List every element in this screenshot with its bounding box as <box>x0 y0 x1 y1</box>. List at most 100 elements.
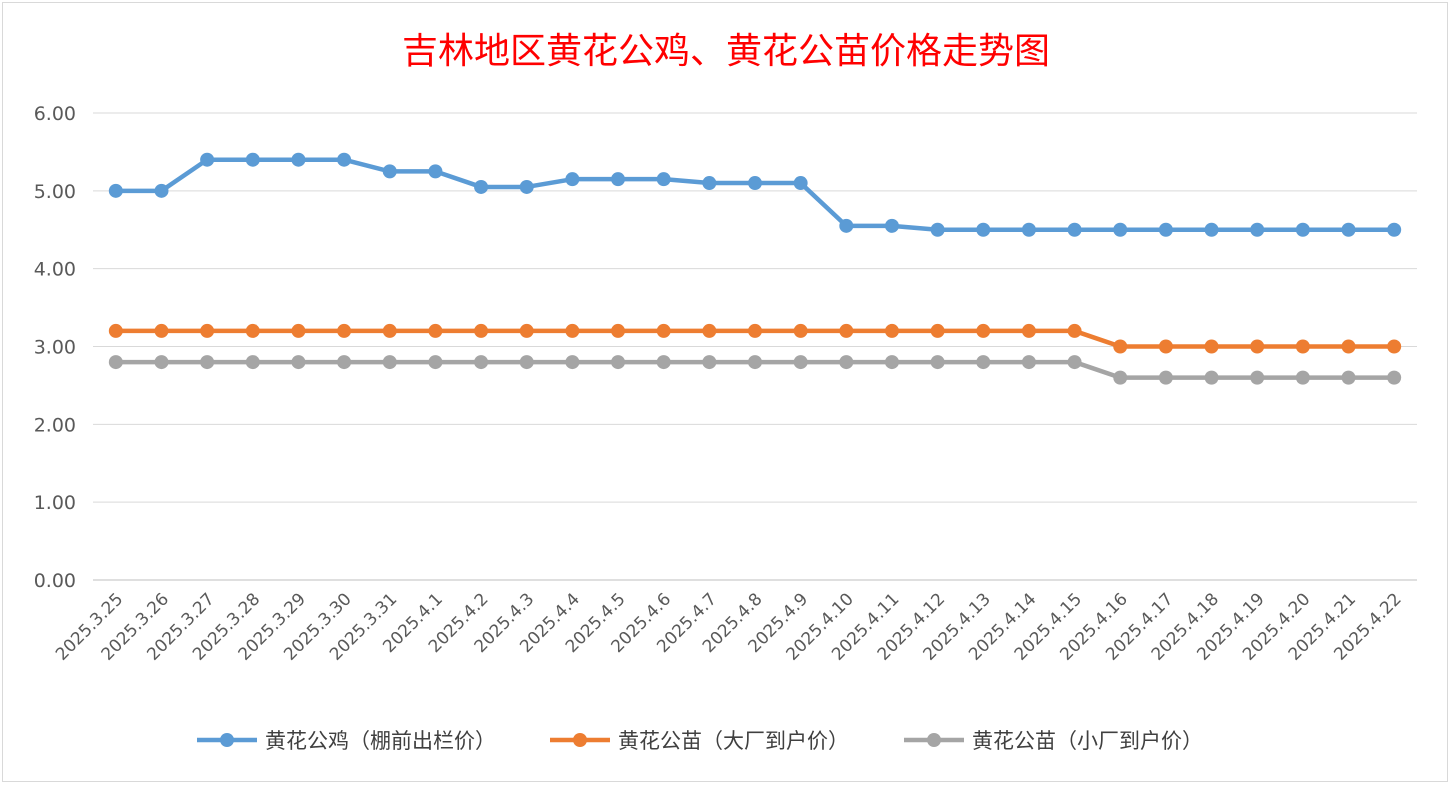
data-point <box>200 323 215 338</box>
data-point <box>1295 222 1310 237</box>
data-point <box>930 355 945 370</box>
data-point <box>428 323 443 338</box>
data-point <box>428 355 443 370</box>
data-point <box>611 355 626 370</box>
data-point <box>1113 370 1128 385</box>
data-point <box>1113 339 1128 354</box>
data-point <box>748 355 762 370</box>
data-point <box>884 218 899 233</box>
y-tick-label: 5.00 <box>34 181 76 203</box>
data-point <box>884 323 899 338</box>
data-point <box>1341 370 1356 385</box>
data-point <box>656 355 671 370</box>
data-point <box>245 152 260 167</box>
data-point <box>656 323 671 338</box>
data-point <box>474 355 489 370</box>
series-1 <box>108 152 1402 237</box>
y-tick-label: 2.00 <box>34 414 76 436</box>
data-point <box>1387 339 1402 354</box>
data-point <box>1021 323 1036 338</box>
data-point <box>976 355 991 370</box>
y-tick-label: 4.00 <box>34 259 76 281</box>
data-point <box>702 176 717 191</box>
data-point <box>839 355 854 370</box>
data-point <box>1158 339 1173 354</box>
data-point <box>839 323 854 338</box>
data-point <box>1295 370 1310 385</box>
series-2 <box>108 323 1402 354</box>
data-point <box>1341 222 1356 237</box>
data-point <box>1387 222 1402 237</box>
legend-label: 黄花公苗（小厂到户价） <box>972 729 1203 753</box>
data-point <box>108 323 123 338</box>
data-point <box>291 355 306 370</box>
data-point <box>474 323 489 338</box>
data-point <box>1295 339 1310 354</box>
legend-item-1: 黄花公鸡（棚前出栏价） <box>197 729 496 753</box>
data-point <box>1341 339 1356 354</box>
data-point <box>1250 370 1265 385</box>
data-point <box>337 355 352 370</box>
data-point <box>1250 339 1265 354</box>
data-point <box>108 355 123 370</box>
data-point <box>884 355 899 370</box>
data-point <box>839 218 854 233</box>
data-point <box>1067 355 1082 370</box>
data-point <box>1021 222 1036 237</box>
data-point <box>793 176 808 191</box>
data-point <box>291 323 306 338</box>
data-point <box>748 323 762 338</box>
data-point <box>656 172 671 187</box>
data-point <box>702 323 717 338</box>
legend-marker <box>927 733 941 747</box>
chart-title: 吉林地区黄花公鸡、黄花公苗价格走势图 <box>401 31 1050 72</box>
data-point <box>1113 222 1128 237</box>
data-point <box>1067 323 1082 338</box>
data-point <box>1158 222 1173 237</box>
data-point <box>565 323 580 338</box>
legend-label: 黄花公鸡（棚前出栏价） <box>265 729 496 753</box>
data-point <box>154 355 169 370</box>
data-point <box>565 355 580 370</box>
data-point <box>519 355 534 370</box>
series-line <box>113 157 1397 232</box>
data-point <box>154 183 169 198</box>
data-point <box>382 164 397 179</box>
data-point <box>245 355 260 370</box>
legend-label: 黄花公苗（大厂到户价） <box>618 729 849 753</box>
data-point <box>291 152 306 167</box>
y-tick-label: 1.00 <box>34 492 76 514</box>
data-point <box>976 222 991 237</box>
data-point <box>519 179 534 194</box>
data-point <box>976 323 991 338</box>
y-tick-label: 0.00 <box>34 570 76 592</box>
data-point <box>200 152 215 167</box>
data-point <box>337 323 352 338</box>
data-point <box>1250 222 1265 237</box>
data-point <box>519 323 534 338</box>
series-lines <box>108 152 1402 385</box>
data-point <box>200 355 215 370</box>
y-tick-label: 3.00 <box>34 337 76 359</box>
data-point <box>565 172 580 187</box>
legend-item-3: 黄花公苗（小厂到户价） <box>904 729 1203 753</box>
data-point <box>611 323 626 338</box>
data-point <box>930 323 945 338</box>
x-axis-ticks: 2025.3.252025.3.262025.3.272025.3.282025… <box>52 589 1406 664</box>
data-point <box>108 183 123 198</box>
data-point <box>245 323 260 338</box>
data-point <box>1067 222 1082 237</box>
legend-item-2: 黄花公苗（大厂到户价） <box>550 729 849 753</box>
legend: 黄花公鸡（棚前出栏价） 黄花公苗（大厂到户价） 黄花公苗（小厂到户价） <box>197 729 1203 753</box>
data-point <box>1204 222 1219 237</box>
y-tick-label: 6.00 <box>34 103 76 125</box>
data-point <box>1021 355 1036 370</box>
data-point <box>1204 339 1219 354</box>
data-point <box>382 355 397 370</box>
data-point <box>611 172 626 187</box>
data-point <box>337 152 352 167</box>
data-point <box>1387 370 1402 385</box>
data-point <box>474 179 489 194</box>
data-point <box>154 323 169 338</box>
